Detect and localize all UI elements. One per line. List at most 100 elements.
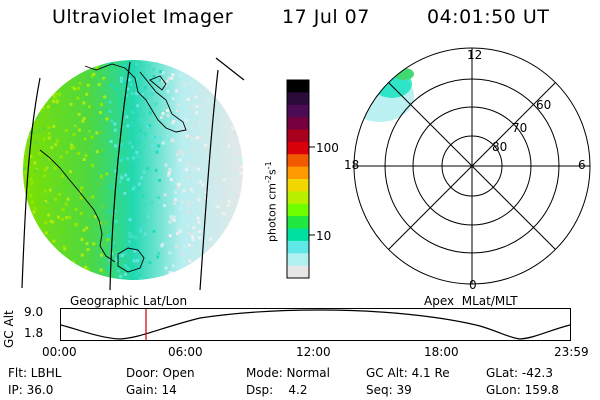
timeline-ymax: 9.0 (24, 305, 44, 319)
speckle (63, 247, 67, 251)
speckle (92, 72, 96, 76)
speckle (70, 143, 74, 147)
speckle (41, 95, 45, 99)
speckle (134, 235, 138, 239)
speckle (115, 259, 119, 263)
speckle (41, 72, 45, 76)
speckle (133, 199, 137, 203)
speckle (86, 196, 90, 200)
speckle (191, 137, 194, 141)
speckle (241, 246, 243, 250)
speckle (90, 135, 94, 139)
speckle (135, 113, 139, 117)
speckle (168, 251, 172, 255)
speckle (49, 219, 53, 223)
speckle (42, 127, 46, 131)
speckle (119, 158, 123, 162)
speckle (168, 170, 172, 173)
speckle (221, 92, 225, 96)
speckle (100, 103, 103, 107)
speckle (28, 106, 32, 110)
speckle (240, 62, 243, 65)
speckle (57, 215, 60, 219)
speckle (175, 65, 179, 69)
speckle (206, 70, 210, 74)
speckle (193, 273, 197, 277)
speckle (74, 222, 78, 226)
speckle (137, 140, 140, 144)
speckle (49, 115, 53, 119)
speckle (222, 178, 226, 182)
speckle (193, 262, 197, 266)
speckle (105, 117, 109, 121)
speckle (32, 131, 36, 135)
speckle (207, 244, 211, 248)
speckle (198, 135, 202, 139)
speckle (236, 222, 240, 226)
speckle (202, 102, 206, 106)
speckle (101, 148, 105, 152)
speckle (204, 144, 208, 148)
speckle (185, 163, 189, 167)
speckle (107, 210, 111, 214)
speckle (128, 218, 132, 222)
speckle (52, 62, 56, 66)
colorbar-segment (287, 80, 309, 93)
speckle (188, 263, 192, 267)
speckle (61, 208, 65, 212)
speckle (234, 252, 238, 256)
speckle (142, 170, 146, 174)
speckle (87, 215, 91, 218)
speckle (165, 79, 169, 83)
speckle (42, 137, 46, 141)
speckle (175, 89, 179, 93)
speckle (186, 223, 190, 227)
speckle (34, 169, 38, 173)
filter-info: Flt: LBHL (8, 366, 62, 380)
speckle (91, 113, 94, 117)
timeline-ylabel: GC Alt (2, 310, 16, 348)
speckle (43, 158, 47, 162)
speckle (193, 231, 197, 234)
speckle (134, 92, 138, 96)
speckle (132, 152, 136, 156)
timeline-plot (60, 308, 571, 341)
speckle (234, 194, 238, 197)
speckle (214, 204, 218, 207)
speckle (223, 262, 227, 266)
speckle (150, 134, 154, 138)
speckle (128, 231, 132, 235)
speckle (190, 124, 194, 128)
speckle (150, 92, 154, 96)
speckle (168, 271, 172, 275)
speckle (31, 102, 35, 106)
polar-mlt-panel (353, 47, 591, 285)
speckle (58, 241, 62, 245)
speckle (80, 81, 84, 84)
speckle (199, 137, 203, 141)
speckle (238, 161, 242, 165)
speckle (111, 241, 115, 245)
speckle (68, 275, 72, 279)
speckle (50, 251, 54, 255)
speckle (189, 81, 193, 85)
auroral-patch (354, 68, 414, 122)
speckle (85, 242, 89, 246)
speckle (170, 121, 174, 125)
speckle (242, 108, 243, 112)
image-time: 04:01:50 UT (427, 6, 550, 28)
speckle (26, 254, 29, 258)
speckle (83, 137, 87, 141)
speckle (167, 171, 171, 175)
speckle (176, 153, 180, 157)
speckle (126, 177, 130, 181)
speckle (114, 87, 118, 91)
speckle (114, 144, 118, 148)
speckle (140, 226, 144, 230)
speckle (155, 150, 159, 154)
speckle (136, 154, 140, 158)
speckle (44, 200, 48, 204)
speckle (148, 111, 152, 115)
speckle (196, 179, 200, 182)
speckle (132, 259, 136, 263)
